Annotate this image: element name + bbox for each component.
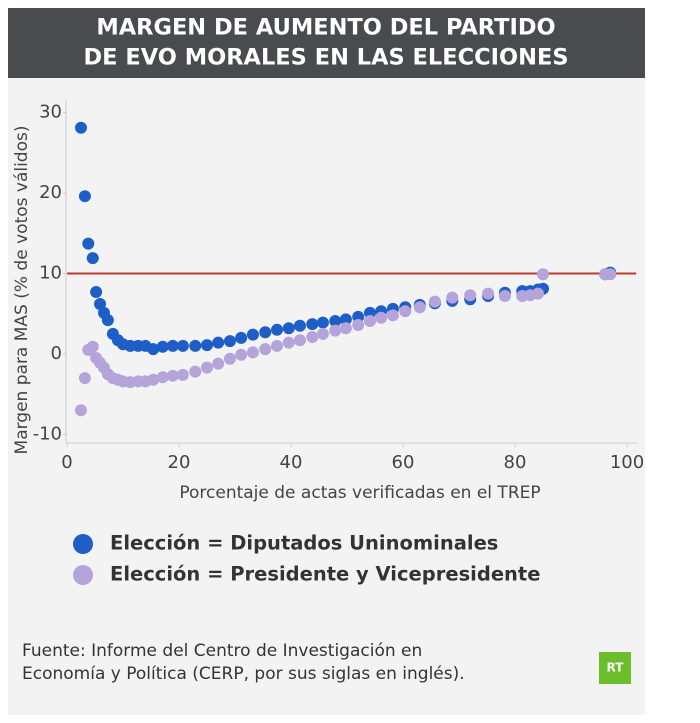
legend-marker [73, 534, 93, 554]
data-point [259, 343, 272, 356]
data-point [75, 404, 87, 417]
y-tick-label: -10 [33, 423, 62, 444]
y-tick-label: 20 [39, 182, 62, 203]
data-point [446, 291, 459, 304]
data-point [212, 357, 225, 370]
data-point [306, 331, 319, 344]
y-tick-label: 30 [39, 101, 62, 122]
data-point [189, 365, 202, 378]
x-tick-label: 20 [168, 452, 191, 473]
data-point [329, 324, 342, 337]
data-point [156, 371, 169, 384]
x-tick-label: 0 [61, 452, 72, 473]
data-point [166, 369, 179, 382]
data-point [235, 331, 248, 344]
data-point [329, 314, 342, 327]
y-axis-label: Margen para MAS (% de votos válidos) [12, 126, 32, 455]
source-note: Fuente: Informe del Centro de Investigac… [22, 641, 422, 661]
data-point [306, 318, 319, 331]
data-point [75, 121, 87, 134]
data-point [531, 287, 544, 300]
data-point [86, 340, 99, 353]
data-point [90, 285, 103, 298]
logo-background [599, 652, 631, 684]
y-tick-label: 0 [51, 343, 62, 364]
data-point [156, 340, 169, 353]
data-point [86, 252, 99, 265]
data-point [316, 316, 329, 329]
legend-label: Elección = Diputados Uninominales [110, 532, 498, 555]
chart-title: MARGEN DE AUMENTO DEL PARTIDO [96, 15, 555, 41]
data-point [282, 322, 295, 335]
source-note: Economía y Política (CERP, por sus sigla… [22, 664, 465, 684]
data-point [246, 328, 259, 341]
data-point [82, 237, 95, 250]
data-point [271, 323, 283, 336]
data-point [176, 339, 189, 352]
data-point [464, 289, 477, 302]
chart-title: DE EVO MORALES EN LAS ELECCIONES [83, 45, 568, 71]
legend-label: Elección = Presidente y Vicepresidente [110, 563, 540, 586]
data-point [147, 373, 160, 386]
data-point [339, 322, 352, 335]
data-point [176, 368, 189, 381]
data-point [293, 334, 306, 347]
data-point [271, 339, 283, 352]
data-point [189, 339, 202, 352]
x-tick-label: 60 [392, 452, 415, 473]
data-point [223, 352, 236, 365]
data-point [78, 372, 91, 385]
x-tick-label: 80 [504, 452, 527, 473]
data-point [375, 311, 388, 324]
data-point [246, 346, 259, 359]
x-axis-label: Porcentaje de actas verificadas en el TR… [179, 483, 540, 503]
data-point [316, 327, 329, 340]
data-point [282, 336, 295, 349]
data-point [386, 309, 399, 322]
data-point [201, 361, 213, 374]
data-point [212, 336, 225, 349]
data-point [482, 287, 495, 300]
data-point [78, 190, 91, 203]
data-point [498, 290, 511, 303]
data-point [352, 318, 365, 331]
panel-background [8, 8, 645, 715]
data-point [101, 314, 114, 327]
data-point [166, 339, 179, 352]
data-point [293, 319, 306, 332]
data-point [413, 301, 426, 314]
data-point [363, 314, 376, 327]
logo: RT [607, 661, 625, 675]
data-point [259, 326, 272, 339]
data-point [339, 313, 352, 326]
header-background [8, 8, 645, 78]
data-point [428, 295, 441, 308]
data-point [399, 305, 412, 318]
x-tick-label: 40 [280, 452, 303, 473]
x-tick-label: 100 [610, 452, 644, 473]
data-point [201, 339, 213, 352]
data-point [537, 268, 549, 281]
legend-marker [73, 565, 93, 585]
data-point [223, 335, 236, 348]
data-point [147, 343, 160, 356]
data-point [604, 268, 617, 281]
data-point [235, 348, 248, 361]
y-tick-label: 10 [39, 262, 62, 283]
